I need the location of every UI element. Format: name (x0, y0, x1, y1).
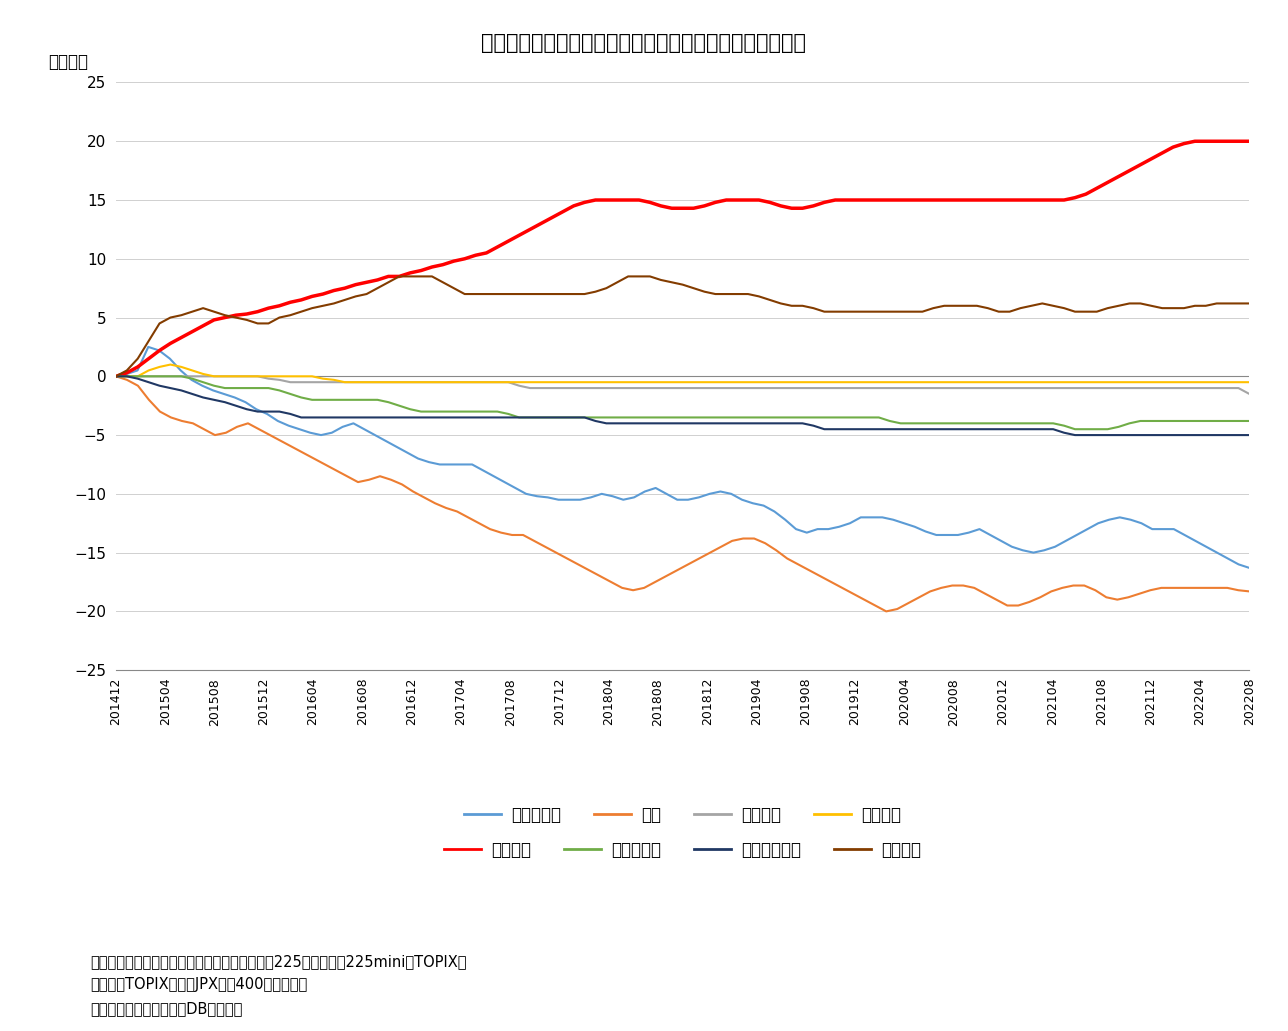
Text: （資料）ニッセイ基礎研DBから作成: （資料）ニッセイ基礎研DBから作成 (90, 1001, 242, 1017)
Text: 〈兆円〉: 〈兆円〉 (48, 53, 88, 71)
Legend: 事業法人, 生保・損保, 都銀・地銀等, 信託銀行: 事業法人, 生保・損保, 都銀・地銀等, 信託銀行 (438, 834, 927, 866)
Text: 物、ミニTOPIX先物、JPX日経400先物の合計: 物、ミニTOPIX先物、JPX日経400先物の合計 (90, 977, 308, 993)
Text: 図表４　事業法人の自社株買いが需給面で存在感を高める: 図表４ 事業法人の自社株買いが需給面で存在感を高める (482, 33, 806, 53)
Text: （注）現物は東証・名証の二市場、先物は日経225先物、日経225mini、TOPIX先: （注）現物は東証・名証の二市場、先物は日経225先物、日経225mini、TOP… (90, 954, 466, 969)
